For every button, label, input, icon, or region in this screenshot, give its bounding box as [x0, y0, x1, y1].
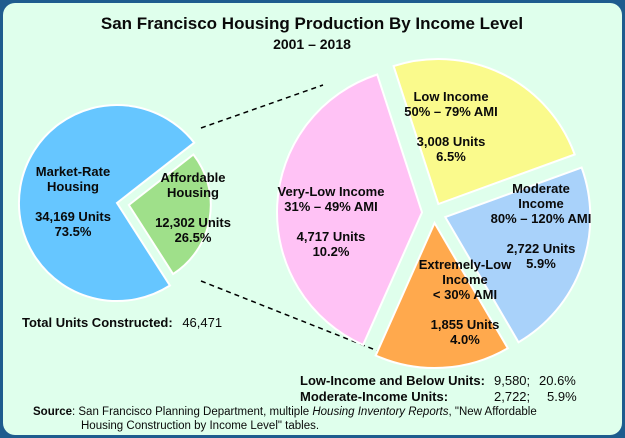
source-text-a: : San Francisco Planning Department, mul…	[72, 406, 312, 418]
summary-moderate-units: 2,722;	[494, 389, 530, 404]
source-label: Source	[33, 406, 72, 418]
slice-label-affordable-line-0: Affordable	[161, 170, 226, 185]
connector-line-bottom	[200, 280, 389, 356]
chart-panel: San Francisco Housing Production By Inco…	[3, 3, 622, 435]
slice-label-extremely-low-line-5: 4.0%	[450, 332, 480, 347]
source-line-1: Source: San Francisco Planning Departmen…	[33, 406, 537, 418]
slice-label-market-rate-line-3: 34,169 Units	[35, 209, 111, 224]
slice-label-low-line-0: Low Income	[413, 89, 488, 104]
connector-line-top	[200, 84, 324, 129]
slice-label-extremely-low-line-4: 1,855 Units	[431, 317, 500, 332]
summary-low-units: 9,580;	[494, 373, 530, 388]
slice-label-market-rate-line-4: 73.5%	[55, 224, 92, 239]
primary-pie	[18, 104, 212, 303]
summary-low-pct: 20.6%	[539, 373, 576, 388]
slice-label-affordable-line-4: 26.5%	[175, 230, 212, 245]
source-text-italic: Housing Inventory Reports	[312, 406, 448, 418]
total-line: Total Units Constructed: 46,471	[22, 315, 222, 330]
summary-moderate-pct: 5.9%	[547, 389, 577, 404]
slice-label-extremely-low-line-0: Extremely-Low	[419, 257, 512, 272]
slice-label-low-line-1: 50% – 79% AMI	[404, 104, 497, 119]
slice-breakdown-1	[392, 58, 576, 206]
slice-label-moderate-line-0: Moderate	[512, 181, 570, 196]
summary-moderate-label: Moderate-Income Units:	[300, 389, 448, 404]
slice-affordable-housing	[127, 153, 212, 276]
slice-label-affordable-line-3: 12,302 Units	[155, 215, 231, 230]
slice-label-market-rate-line-1: Housing	[47, 179, 99, 194]
slice-label-very-low-line-4: 10.2%	[313, 244, 350, 259]
source-text-b: , "New Affordable	[449, 406, 537, 418]
slice-label-very-low-line-3: 4,717 Units	[297, 229, 366, 244]
slice-label-moderate-line-1: Income	[518, 196, 564, 211]
slice-label-moderate-line-2: 80% – 120% AMI	[491, 211, 592, 226]
slice-label-low-line-4: 6.5%	[436, 149, 466, 164]
slice-label-extremely-low-line-1: Income	[442, 272, 488, 287]
chart-title: San Francisco Housing Production By Inco…	[101, 14, 523, 33]
slice-breakdown-0	[276, 73, 424, 347]
slice-label-moderate-line-5: 5.9%	[526, 256, 556, 271]
slice-label-market-rate-line-0: Market-Rate	[36, 164, 110, 179]
slice-breakdown-2	[443, 166, 592, 344]
slice-breakdown-3	[374, 220, 510, 370]
total-value: 46,471	[182, 315, 222, 330]
slice-label-extremely-low-line-2: < 30% AMI	[433, 287, 497, 302]
slice-label-very-low-line-1: 31% – 49% AMI	[284, 199, 377, 214]
summary-low-label: Low-Income and Below Units:	[300, 373, 485, 388]
breakdown-pie	[276, 58, 592, 370]
chart-subtitle: 2001 – 2018	[273, 36, 351, 52]
slice-label-moderate-line-4: 2,722 Units	[507, 241, 576, 256]
total-label: Total Units Constructed:	[22, 315, 173, 330]
slice-label-low-line-3: 3,008 Units	[417, 134, 486, 149]
slice-label-affordable-line-1: Housing	[167, 185, 219, 200]
chart: San Francisco Housing Production By Inco…	[18, 14, 592, 432]
source-line-2: Housing Construction by Income Level" ta…	[81, 420, 319, 432]
slice-label-very-low-line-0: Very-Low Income	[278, 184, 385, 199]
slice-market-rate-housing	[18, 104, 196, 303]
